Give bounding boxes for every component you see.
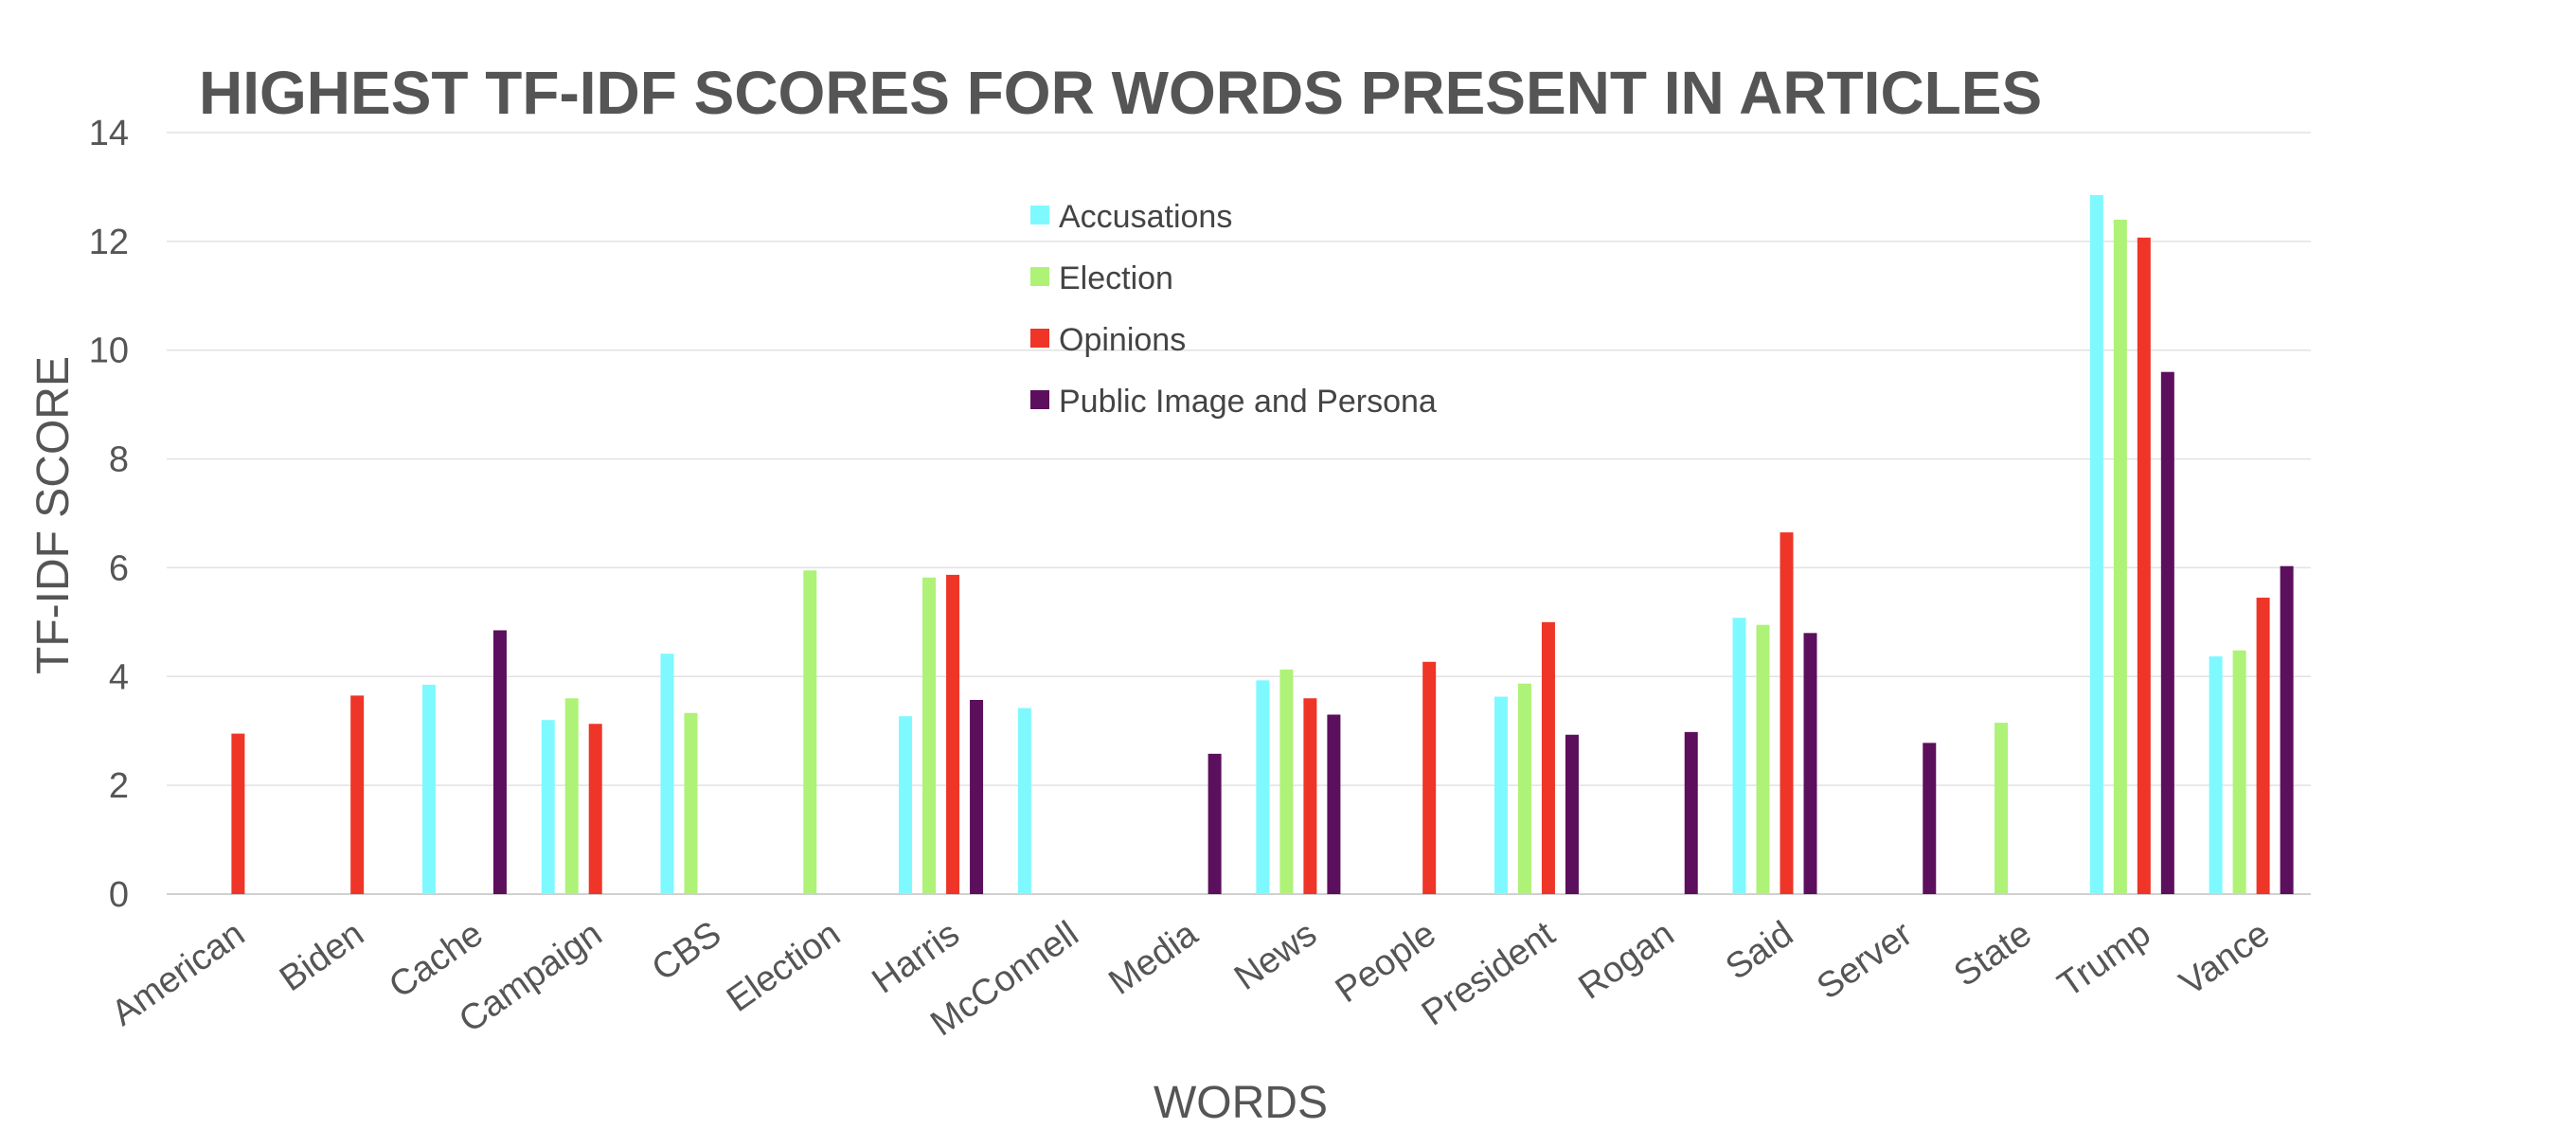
y-axis-title: TF-IDF SCORE [28, 356, 79, 674]
bar-opinions-people [1422, 661, 1437, 894]
bar-public-image-and-persona-trump [2160, 371, 2174, 895]
y-tick-label: 10 [89, 332, 129, 371]
legend-swatch [1030, 267, 1049, 286]
bar-election-election [803, 570, 817, 894]
legend-swatch [1030, 329, 1049, 348]
bar-opinions-president [1541, 621, 1555, 894]
bar-accusations-cache [421, 684, 436, 894]
legend-label: Election [1059, 260, 1173, 296]
x-tick-label: Said [1719, 914, 1800, 988]
bar-opinions-trump [2137, 237, 2151, 894]
y-tick-label: 4 [109, 657, 129, 697]
bar-accusations-mcconnell [1017, 708, 1031, 894]
bar-accusations-trump [2089, 195, 2103, 895]
legend: Accusations Election Opinions Public Image … [1030, 199, 1437, 420]
bar-opinions-news [1303, 698, 1317, 894]
bar-election-cbs [684, 712, 698, 894]
y-axis-ticks: 0 2 4 6 8 10 12 14 [89, 114, 129, 915]
bar-accusations-vance [2209, 656, 2223, 894]
y-tick-label: 6 [109, 548, 129, 588]
x-tick-label: State [1947, 914, 2039, 995]
bar-opinions-harris [946, 574, 960, 894]
bar-election-news [1279, 669, 1294, 894]
y-tick-label: 14 [89, 114, 129, 153]
bar-public-image-and-persona-news [1327, 714, 1341, 894]
x-tick-label: Media [1101, 913, 1206, 1002]
bar-accusations-president [1494, 696, 1508, 894]
bar-accusations-said [1732, 618, 1746, 894]
legend-swatch [1030, 206, 1049, 224]
bar-opinions-biden [350, 695, 365, 894]
bar-election-trump [2113, 219, 2127, 894]
legend-label: Opinions [1059, 322, 1186, 358]
bars [231, 195, 2294, 895]
bar-accusations-campaign [541, 720, 555, 894]
x-tick-label: Vance [2173, 914, 2277, 1004]
bar-election-president [1517, 683, 1531, 894]
y-tick-label: 0 [109, 875, 129, 915]
bar-opinions-campaign [588, 724, 602, 894]
bar-public-image-and-persona-rogan [1684, 731, 1698, 894]
chart-title: HIGHEST TF-IDF SCORES FOR WORDS PRESENT … [199, 59, 2042, 127]
bar-public-image-and-persona-said [1803, 633, 1817, 894]
x-tick-label: Server [1810, 914, 1920, 1008]
x-tick-label: American [104, 914, 252, 1033]
legend-swatch [1030, 390, 1049, 409]
bar-accusations-cbs [660, 654, 674, 894]
bar-election-said [1756, 624, 1770, 894]
bar-election-state [1995, 723, 2009, 894]
legend-label: Public Image and Persona [1059, 384, 1437, 420]
bar-accusations-news [1256, 680, 1270, 894]
gridlines [167, 132, 2311, 895]
legend-label: Accusations [1059, 199, 1232, 235]
y-tick-label: 8 [109, 440, 129, 480]
bar-election-campaign [564, 698, 579, 894]
x-tick-label: Rogan [1572, 914, 1682, 1008]
bar-public-image-and-persona-vance [2280, 565, 2294, 894]
x-tick-label: News [1227, 914, 1324, 998]
bar-opinions-vance [2256, 598, 2270, 894]
y-tick-label: 2 [109, 766, 129, 806]
bar-public-image-and-persona-president [1565, 734, 1579, 894]
bar-public-image-and-persona-server [1923, 743, 1937, 894]
bar-public-image-and-persona-media [1208, 753, 1222, 894]
x-axis-title: WORDS [1154, 1078, 1328, 1128]
bar-election-vance [2232, 650, 2246, 894]
bar-accusations-harris [899, 716, 913, 894]
x-tick-label: President [1415, 914, 1563, 1034]
x-tick-label: Biden [273, 914, 371, 999]
x-tick-label: Trump [2051, 914, 2158, 1006]
x-tick-label: Harris [866, 914, 967, 1002]
y-tick-label: 12 [89, 223, 129, 262]
x-tick-label: Election [720, 914, 848, 1020]
bar-opinions-said [1780, 532, 1794, 894]
bar-public-image-and-persona-cache [492, 630, 507, 894]
bar-opinions-american [231, 733, 245, 894]
x-tick-label: CBS [645, 914, 728, 989]
bar-public-image-and-persona-harris [970, 699, 984, 894]
bar-election-harris [922, 577, 937, 894]
